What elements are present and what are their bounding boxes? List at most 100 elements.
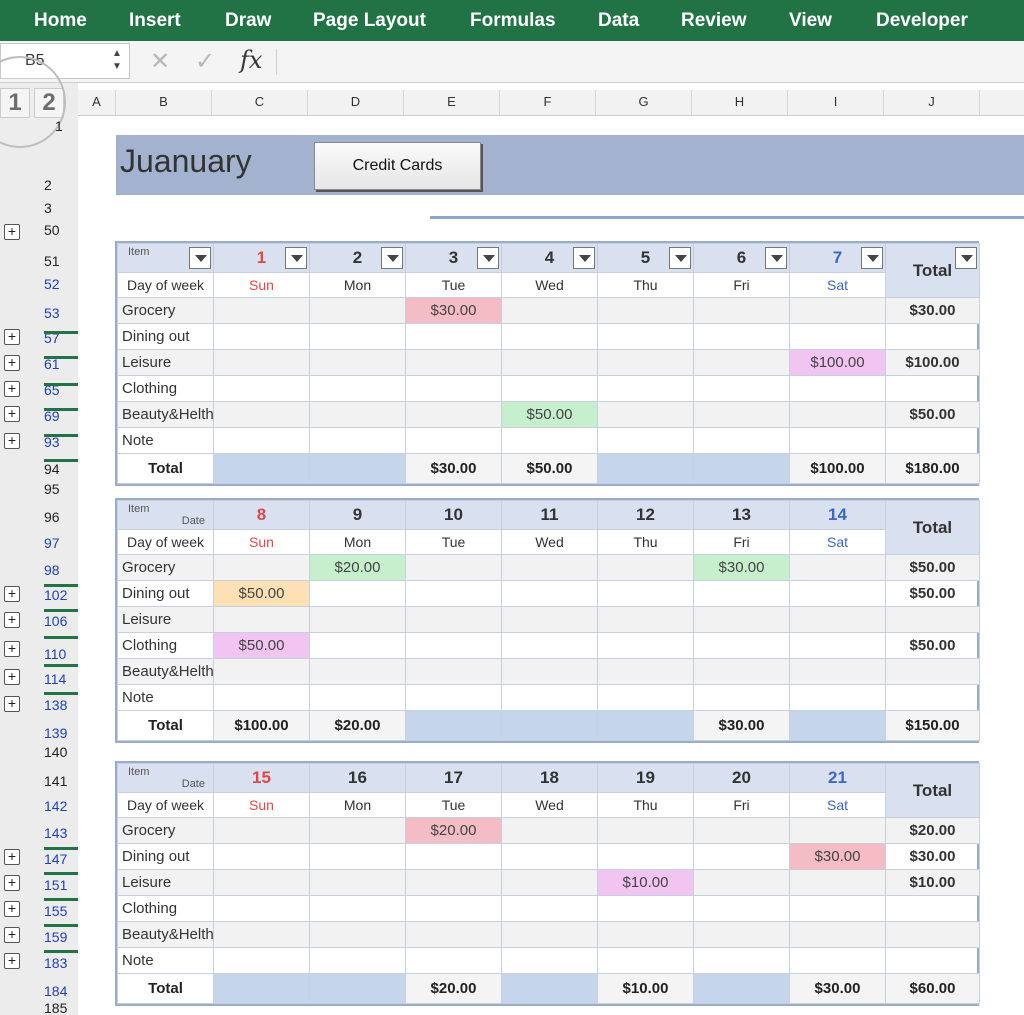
amount-cell[interactable] <box>309 843 406 870</box>
category-label[interactable]: Dining out <box>117 580 214 607</box>
row-header[interactable]: 69 <box>44 408 60 424</box>
category-label[interactable]: Note <box>117 947 214 974</box>
amount-cell[interactable] <box>789 297 886 324</box>
formula-input[interactable] <box>284 45 1014 79</box>
amount-cell[interactable] <box>789 921 886 948</box>
amount-cell[interactable] <box>501 554 598 581</box>
expand-group-button[interactable]: + <box>4 641 20 657</box>
amount-cell[interactable] <box>213 921 310 948</box>
amount-cell[interactable] <box>693 427 790 454</box>
row-header[interactable]: 155 <box>44 903 68 919</box>
row-header[interactable]: 2 <box>44 177 52 193</box>
amount-cell[interactable] <box>789 554 886 581</box>
category-label[interactable]: Beauty&Helth <box>117 401 214 428</box>
filter-dropdown-icon[interactable] <box>765 247 787 269</box>
amount-cell[interactable] <box>597 375 694 402</box>
row-header[interactable]: 140 <box>44 744 68 760</box>
expand-group-button[interactable]: + <box>4 329 20 345</box>
amount-cell[interactable]: $100.00 <box>789 349 886 376</box>
amount-cell[interactable] <box>597 401 694 428</box>
amount-cell[interactable] <box>597 947 694 974</box>
col-header-a[interactable]: A <box>78 90 116 116</box>
row-header[interactable]: 141 <box>44 773 68 789</box>
row-header[interactable]: 57 <box>44 330 60 346</box>
amount-cell[interactable] <box>501 843 598 870</box>
amount-cell[interactable] <box>597 580 694 607</box>
expand-group-button[interactable]: + <box>4 406 20 422</box>
category-label[interactable]: Dining out <box>117 323 214 350</box>
amount-cell[interactable] <box>789 580 886 607</box>
amount-cell[interactable] <box>789 401 886 428</box>
expand-group-button[interactable]: + <box>4 381 20 397</box>
category-label[interactable]: Grocery <box>117 297 214 324</box>
col-header-f[interactable]: F <box>500 90 596 116</box>
amount-cell[interactable] <box>405 375 502 402</box>
category-label[interactable]: Beauty&Helth <box>117 658 214 685</box>
row-header[interactable]: 96 <box>44 509 60 525</box>
cancel-icon[interactable]: ✕ <box>150 48 171 75</box>
amount-cell[interactable] <box>597 658 694 685</box>
row-header[interactable]: 143 <box>44 825 68 841</box>
amount-cell[interactable] <box>789 323 886 350</box>
amount-cell[interactable] <box>405 843 502 870</box>
row-header[interactable]: 65 <box>44 382 60 398</box>
amount-cell[interactable] <box>501 297 598 324</box>
row-header[interactable]: 53 <box>44 305 60 321</box>
tab-data[interactable]: Data <box>598 10 640 31</box>
amount-cell[interactable] <box>789 606 886 633</box>
amount-cell[interactable] <box>597 427 694 454</box>
col-header-g[interactable]: G <box>596 90 692 116</box>
row-header[interactable]: 184 <box>44 983 68 999</box>
amount-cell[interactable] <box>405 554 502 581</box>
credit-cards-button[interactable]: Credit Cards <box>314 142 481 190</box>
amount-cell[interactable] <box>405 349 502 376</box>
col-header-e[interactable]: E <box>404 90 500 116</box>
amount-cell[interactable] <box>309 375 406 402</box>
amount-cell[interactable] <box>693 297 790 324</box>
amount-cell[interactable] <box>405 684 502 711</box>
amount-cell[interactable]: $10.00 <box>597 869 694 896</box>
amount-cell[interactable] <box>693 895 790 922</box>
amount-cell[interactable] <box>309 580 406 607</box>
row-header[interactable]: 110 <box>44 646 67 662</box>
amount-cell[interactable] <box>501 606 598 633</box>
row-header[interactable]: 95 <box>44 481 60 497</box>
expand-group-button[interactable]: + <box>4 875 20 891</box>
amount-cell[interactable]: $50.00 <box>501 401 598 428</box>
col-header-i[interactable]: I <box>788 90 884 116</box>
amount-cell[interactable] <box>405 632 502 659</box>
insert-function-icon[interactable]: fx <box>240 46 263 74</box>
amount-cell[interactable] <box>405 895 502 922</box>
amount-cell[interactable] <box>213 947 310 974</box>
amount-cell[interactable]: $20.00 <box>309 554 406 581</box>
amount-cell[interactable] <box>597 323 694 350</box>
amount-cell[interactable] <box>693 401 790 428</box>
tab-draw[interactable]: Draw <box>225 10 272 31</box>
amount-cell[interactable] <box>789 947 886 974</box>
amount-cell[interactable] <box>213 817 310 844</box>
category-label[interactable]: Clothing <box>117 375 214 402</box>
category-label[interactable]: Grocery <box>117 817 214 844</box>
amount-cell[interactable] <box>789 375 886 402</box>
amount-cell[interactable] <box>501 817 598 844</box>
amount-cell[interactable] <box>693 921 790 948</box>
amount-cell[interactable] <box>213 401 310 428</box>
amount-cell[interactable]: $30.00 <box>693 554 790 581</box>
expand-group-button[interactable]: + <box>4 927 20 943</box>
expand-group-button[interactable]: + <box>4 433 20 449</box>
amount-cell[interactable] <box>213 606 310 633</box>
category-label[interactable]: Note <box>117 427 214 454</box>
tab-developer[interactable]: Developer <box>876 10 968 31</box>
category-label[interactable]: Clothing <box>117 895 214 922</box>
row-header[interactable]: 51 <box>44 253 60 269</box>
amount-cell[interactable] <box>405 921 502 948</box>
tab-view[interactable]: View <box>789 10 832 31</box>
row-header[interactable]: 102 <box>44 587 68 603</box>
filter-dropdown-icon[interactable] <box>955 247 977 269</box>
row-header[interactable]: 142 <box>44 798 68 814</box>
amount-cell[interactable] <box>501 921 598 948</box>
expand-group-button[interactable]: + <box>4 901 20 917</box>
col-header-c[interactable]: C <box>212 90 308 116</box>
amount-cell[interactable] <box>309 658 406 685</box>
row-header[interactable]: 114 <box>44 671 67 687</box>
